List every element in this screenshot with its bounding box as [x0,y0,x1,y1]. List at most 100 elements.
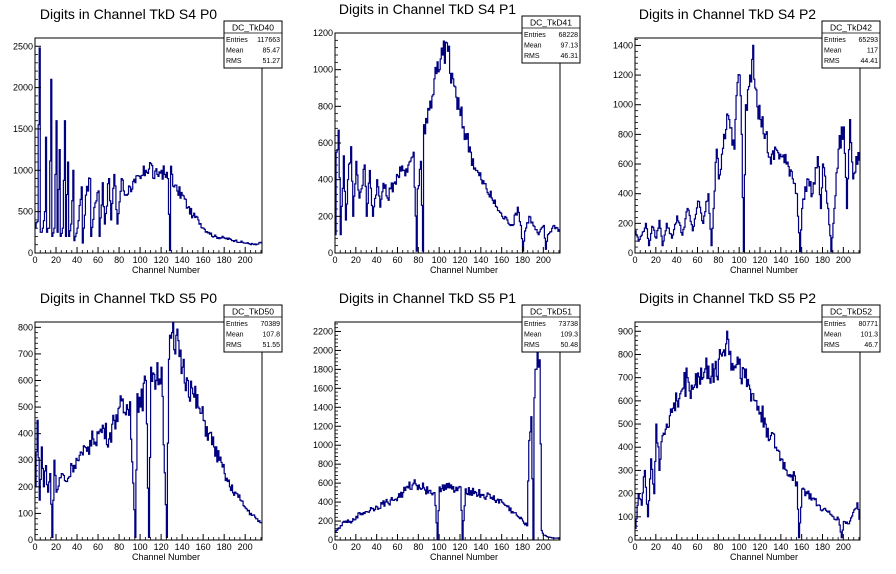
y-tick-label: 800 [618,349,633,359]
y-tick-label: 1800 [313,364,333,374]
y-tick-label: 1000 [313,440,333,450]
x-tick-label: 100 [432,542,447,552]
y-tick-label: 1200 [313,421,333,431]
histogram-panel-1: Digits in Channel TkD S4 P0 0 20 40 60 80 100 1… [13,6,283,275]
stats-value: 51.27 [262,58,280,65]
y-tick-label: 1200 [313,28,333,38]
x-tick-label: 140 [773,255,788,265]
y-tick-label: 800 [318,101,333,111]
y-tick-label: 400 [618,442,633,452]
x-tick-label: 200 [238,255,253,265]
histogram-series [335,40,560,252]
stats-box [223,304,283,353]
x-tick-label: 140 [773,542,788,552]
x-tick-label: 200 [536,255,551,265]
y-tick-label: 2000 [313,345,333,355]
x-tick-label: 120 [154,542,169,552]
y-tick-label: 600 [18,375,33,385]
y-tick-label: 1200 [613,70,633,80]
x-tick-label: 160 [494,255,509,265]
y-tick-label: 800 [318,459,333,469]
stats-key: RMS [824,342,840,349]
x-tick-label: 100 [732,542,747,552]
x-tick-label: 40 [372,255,382,265]
stats-value: 117 [867,48,878,55]
x-tick-label: 160 [794,255,809,265]
x-tick-label: 140 [175,255,190,265]
x-tick-label: 60 [692,255,702,265]
stats-box [521,304,581,353]
x-tick-label: 0 [632,542,637,552]
x-tick-label: 60 [93,542,103,552]
y-tick-label: 900 [618,326,633,336]
stats-key: RMS [524,342,540,349]
stats-key: Mean [824,48,842,55]
y-tick-label: 2500 [13,41,33,51]
plot-frame [634,37,861,254]
y-tick-label: 100 [18,508,33,518]
stats-name: DC_TkD50 [232,307,274,317]
stats-value: 73738 [559,321,579,328]
chart-title: Digits in Channel TkD S5 P2 [639,290,816,306]
stats-key: Entries [524,32,546,39]
x-tick-label: 120 [452,255,467,265]
stats-name: DC_TkD51 [530,307,572,317]
stats-key: RMS [226,58,242,65]
stats-key: Entries [824,321,846,328]
y-tick-label: 600 [318,478,333,488]
x-tick-label: 0 [332,255,337,265]
y-tick-label: 0 [328,248,333,258]
x-axis-label: Channel Number [730,552,798,562]
stats-key: Entries [226,37,248,44]
y-tick-label: 0 [28,535,33,545]
x-tick-label: 180 [217,542,232,552]
stats-key: Mean [824,332,842,339]
y-tick-label: 1000 [613,100,633,110]
stats-value: 107.8 [262,332,280,339]
x-tick-label: 140 [175,542,190,552]
plot-frame [334,32,561,254]
histogram-series [635,44,860,253]
stats-key: Mean [226,48,244,55]
x-tick-label: 80 [713,542,723,552]
x-tick-label: 80 [413,542,423,552]
x-tick-label: 40 [672,542,682,552]
x-tick-label: 200 [836,542,851,552]
stats-value: 97.13 [560,43,578,50]
stats-key: Entries [524,321,546,328]
x-tick-label: 120 [752,542,767,552]
stats-box [223,20,283,69]
histogram-panel-5: Digits in Channel TkD S5 P1 0 20 40 60 80 100 1… [313,290,581,562]
y-tick-label: 200 [318,211,333,221]
y-tick-label: 1400 [613,40,633,50]
x-tick-label: 100 [732,255,747,265]
y-tick-label: 700 [18,349,33,359]
x-tick-label: 120 [752,255,767,265]
x-tick-label: 60 [392,255,402,265]
chart-title: Digits in Channel TkD S4 P1 [339,1,516,17]
x-tick-label: 20 [651,255,661,265]
chart-title: Digits in Channel TkD S5 P1 [339,290,516,306]
x-tick-label: 180 [515,542,530,552]
stats-key: RMS [824,58,840,65]
stats-value: 85.47 [262,48,280,55]
y-tick-label: 500 [18,207,33,217]
x-tick-label: 200 [238,542,253,552]
histogram-panel-6: Digits in Channel TkD S5 P2 0 20 40 60 80 100 1… [618,290,881,562]
x-tick-label: 120 [452,542,467,552]
y-tick-label: 200 [18,482,33,492]
stats-name: DC_TkD40 [232,23,274,33]
stats-key: RMS [226,342,242,349]
x-axis-label: Channel Number [430,265,498,275]
stats-key: Mean [226,332,244,339]
y-tick-label: 400 [618,189,633,199]
stats-name: DC_TkD41 [530,18,572,28]
x-tick-label: 20 [351,542,361,552]
stats-name: DC_TkD52 [830,307,872,317]
x-tick-label: 160 [196,542,211,552]
stats-key: RMS [524,53,540,60]
y-tick-label: 800 [18,322,33,332]
y-tick-label: 700 [618,373,633,383]
x-axis-label: Channel Number [430,552,498,562]
